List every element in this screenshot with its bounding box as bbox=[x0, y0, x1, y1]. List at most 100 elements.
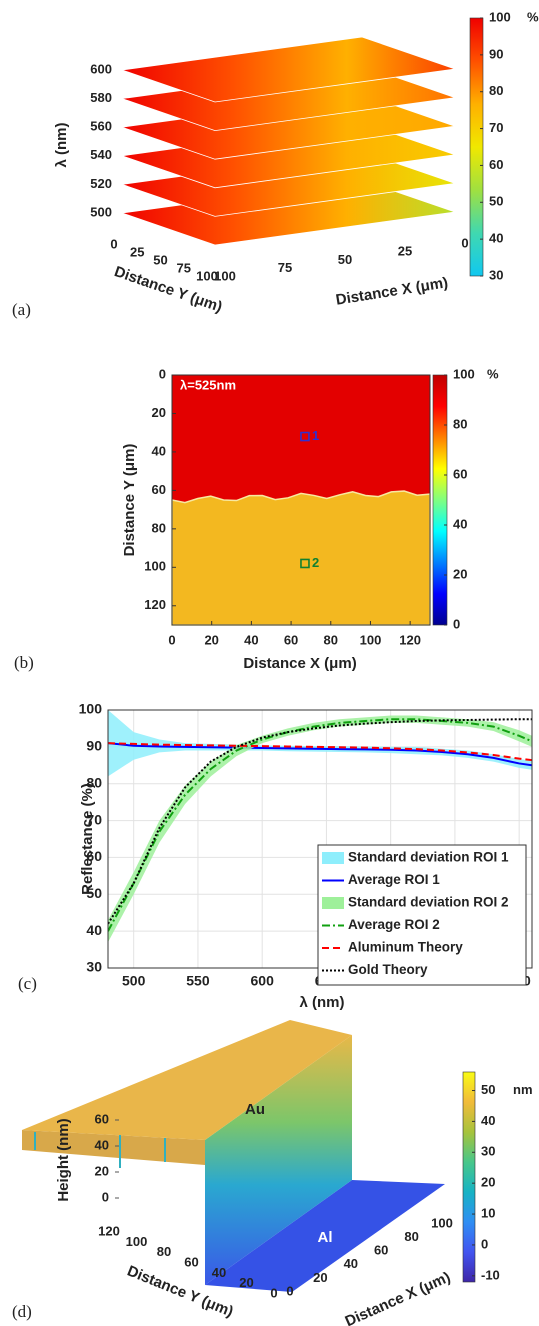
z-tick-label: 20 bbox=[95, 1163, 109, 1178]
z-tick-label: 60 bbox=[95, 1111, 109, 1126]
colorbar-tick-label: 50 bbox=[489, 194, 503, 209]
legend-label: Standard deviation ROI 1 bbox=[348, 850, 509, 865]
x-tick-label: 0 bbox=[286, 1283, 293, 1298]
y-tick-label: 100 bbox=[144, 559, 166, 574]
x-tick-label: 100 bbox=[360, 632, 382, 647]
z-tick-label: 0 bbox=[102, 1189, 109, 1204]
x-tick-label: 40 bbox=[244, 632, 258, 647]
y-tick-label: 40 bbox=[152, 443, 166, 458]
x-axis-label: Distance X (μm) bbox=[243, 655, 356, 672]
colorbar-unit: % bbox=[487, 366, 499, 381]
plot-frame bbox=[171, 374, 431, 626]
panel-label: (a) bbox=[12, 300, 31, 319]
x-tick-label: 80 bbox=[324, 632, 338, 647]
x-tick-label: 550 bbox=[186, 973, 210, 989]
colorbar-tick-label: 40 bbox=[481, 1113, 495, 1128]
y-axis-label: Reflectance (%) bbox=[79, 783, 96, 895]
colorbar-tick-label: 30 bbox=[481, 1144, 495, 1159]
colorbar-tick-label: 80 bbox=[489, 83, 503, 98]
series-line bbox=[108, 718, 532, 925]
x-tick-label: 100 bbox=[431, 1215, 453, 1230]
roi-label: 1 bbox=[312, 428, 319, 443]
x-tick-label: 600 bbox=[251, 973, 275, 989]
legend-label: Average ROI 1 bbox=[348, 872, 440, 887]
colorbar bbox=[432, 374, 448, 626]
au-side bbox=[22, 1130, 205, 1165]
step-face bbox=[205, 1035, 352, 1285]
legend-swatch bbox=[322, 897, 344, 909]
panel-label: (d) bbox=[12, 1302, 32, 1321]
colorbar-unit: nm bbox=[513, 1082, 533, 1097]
x-tick-label: 0 bbox=[168, 632, 175, 647]
x-tick-label: 25 bbox=[398, 244, 412, 259]
colorbar-tick-label: 60 bbox=[453, 466, 467, 481]
colorbar-tick-label: 0 bbox=[453, 616, 460, 631]
z-tick-label: 600 bbox=[90, 61, 112, 76]
x-axis-label: Distance X (μm) bbox=[343, 1269, 453, 1326]
wavelength-layer bbox=[121, 36, 456, 103]
colorbar-tick-label: 30 bbox=[489, 267, 503, 282]
annotation: Al bbox=[318, 1229, 333, 1246]
panel-label: (c) bbox=[18, 974, 37, 993]
y-tick-label: 100 bbox=[126, 1234, 148, 1249]
colorbar-tick-label: 20 bbox=[453, 566, 467, 581]
x-tick-label: 60 bbox=[374, 1243, 388, 1258]
legend-label: Standard deviation ROI 2 bbox=[348, 895, 509, 910]
colorbar-unit: % bbox=[527, 9, 539, 24]
roi bbox=[300, 431, 310, 442]
annotation: λ=525nm bbox=[180, 377, 236, 392]
y-tick-label: 100 bbox=[79, 701, 103, 717]
y-tick-label: 20 bbox=[152, 405, 166, 420]
annotation: Au bbox=[245, 1101, 265, 1118]
au-plateau bbox=[22, 1020, 352, 1140]
colorbar-tick-label: 90 bbox=[489, 46, 503, 61]
legend-swatch bbox=[322, 852, 344, 864]
z-tick-label: 560 bbox=[90, 119, 112, 134]
y-tick-label: 80 bbox=[157, 1244, 171, 1259]
colorbar-tick-label: 40 bbox=[489, 231, 503, 246]
plot-lines bbox=[108, 710, 532, 943]
colorbar bbox=[469, 17, 484, 277]
z-axis-label: Height (nm) bbox=[55, 1118, 72, 1201]
y-tick-label: 60 bbox=[152, 482, 166, 497]
y-tick-label: 60 bbox=[184, 1254, 198, 1269]
x-tick-label: 20 bbox=[204, 632, 218, 647]
y-tick-label: 80 bbox=[86, 774, 102, 790]
y-tick-label: 0 bbox=[110, 236, 117, 251]
legend-label: Gold Theory bbox=[348, 962, 428, 977]
y-tick-label: 40 bbox=[86, 922, 102, 938]
legend-label: Aluminum Theory bbox=[348, 940, 463, 955]
y-tick-label: 50 bbox=[153, 252, 167, 267]
x-axis-label: Distance X (μm) bbox=[335, 274, 450, 309]
z-axis-label: λ (nm) bbox=[53, 122, 70, 167]
y-tick-label: 120 bbox=[98, 1223, 120, 1238]
x-tick-label: 60 bbox=[284, 632, 298, 647]
legend-box bbox=[317, 844, 527, 986]
std-band bbox=[108, 715, 532, 943]
z-tick-label: 520 bbox=[90, 176, 112, 191]
x-tick-label: 80 bbox=[404, 1229, 418, 1244]
y-tick-label: 120 bbox=[144, 597, 166, 612]
x-tick-label: 500 bbox=[122, 973, 146, 989]
surface bbox=[22, 1020, 445, 1292]
colorbar bbox=[462, 1071, 476, 1283]
y-tick-label: 75 bbox=[177, 260, 191, 275]
z-tick-label: 40 bbox=[95, 1137, 109, 1152]
x-tick-label: 120 bbox=[399, 632, 421, 647]
y-tick-label: 40 bbox=[212, 1265, 226, 1280]
y-tick-label: 30 bbox=[86, 959, 102, 975]
y-axis-label: Distance Y (μm) bbox=[121, 444, 138, 557]
colorbar-tick-label: 70 bbox=[489, 120, 503, 135]
roi bbox=[300, 558, 310, 569]
x-tick-label: 75 bbox=[278, 260, 292, 275]
colorbar-tick-label: 0 bbox=[481, 1236, 488, 1251]
image-lower bbox=[171, 490, 431, 626]
colorbar-tick-label: 80 bbox=[453, 416, 467, 431]
y-tick-label: 70 bbox=[86, 811, 102, 827]
colorbar-tick-label: 10 bbox=[481, 1205, 495, 1220]
panel-label: (b) bbox=[14, 653, 34, 672]
x-tick-label: 0 bbox=[461, 235, 468, 250]
colorbar-tick-label: 50 bbox=[481, 1082, 495, 1097]
colorbar-tick-label: -10 bbox=[481, 1267, 500, 1282]
